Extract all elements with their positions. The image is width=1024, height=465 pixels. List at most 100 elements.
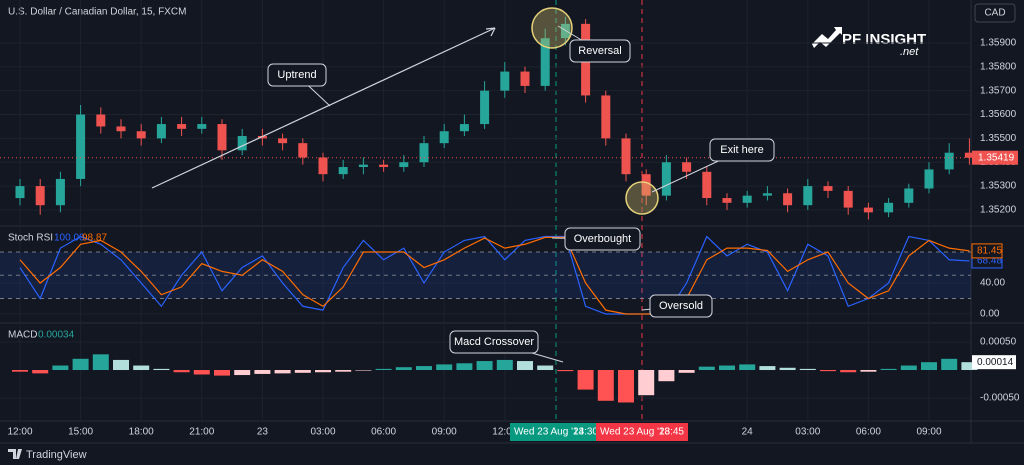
histogram-bar bbox=[193, 370, 210, 375]
footer-icon bbox=[8, 449, 22, 459]
y-tick-label: -0.00050 bbox=[980, 393, 1020, 404]
candle-body bbox=[358, 164, 368, 168]
histogram-bar bbox=[921, 362, 937, 371]
currency-button[interactable] bbox=[974, 3, 1016, 23]
histogram-bar bbox=[900, 365, 917, 371]
time-badge bbox=[510, 423, 602, 441]
histogram-bar bbox=[456, 363, 473, 371]
callout-box bbox=[709, 138, 775, 162]
histogram-bar bbox=[698, 366, 715, 371]
candle-body bbox=[197, 124, 207, 129]
histogram-bar bbox=[577, 370, 594, 390]
currency-label[interactable]: CAD bbox=[984, 8, 1005, 19]
logo-text: PF INSIGHT bbox=[842, 31, 926, 48]
histogram-bar bbox=[153, 368, 170, 371]
histogram-bar bbox=[678, 370, 695, 373]
y-tick-label: 1.35300 bbox=[980, 181, 1017, 192]
histogram-bar bbox=[658, 370, 675, 382]
histogram-bar bbox=[618, 370, 634, 403]
x-tick-label: 18:00 bbox=[129, 427, 154, 438]
stoch-line bbox=[19, 236, 970, 315]
x-tick-label: 09:00 bbox=[432, 427, 457, 438]
histogram-bar bbox=[113, 359, 129, 371]
callout-text: Oversold bbox=[659, 300, 703, 312]
footer: TradingView bbox=[8, 449, 87, 461]
histogram-bar bbox=[375, 368, 392, 371]
histogram-bar bbox=[961, 362, 978, 371]
x-tick-label: 23 bbox=[257, 427, 269, 438]
candle-body bbox=[116, 126, 126, 132]
candle-body bbox=[338, 167, 348, 175]
callout-text: Uptrend bbox=[277, 69, 316, 81]
histogram-bar bbox=[557, 370, 574, 372]
histogram-bar bbox=[941, 358, 958, 371]
callout-text: Exit here bbox=[720, 144, 763, 156]
histogram-bar bbox=[719, 365, 735, 371]
y-tick-label: 40.00 bbox=[980, 278, 1005, 289]
callout-box bbox=[267, 63, 327, 87]
last-price-label: 1.35419 bbox=[978, 152, 1015, 163]
candle-body bbox=[843, 190, 853, 208]
histogram-bar bbox=[254, 370, 271, 374]
candle-body bbox=[863, 207, 873, 213]
candle-body bbox=[76, 114, 86, 179]
y-tick-label: 1.35600 bbox=[980, 109, 1017, 120]
candle-body bbox=[823, 186, 833, 191]
histogram-bar bbox=[739, 364, 756, 371]
candle-body bbox=[237, 136, 247, 151]
candle-body bbox=[15, 186, 25, 199]
stoch-line bbox=[19, 235, 970, 315]
x-tick-label: 06:00 bbox=[856, 427, 881, 438]
histogram-bar bbox=[840, 370, 857, 373]
callout-text: Reversal bbox=[578, 45, 621, 57]
histogram-bar bbox=[274, 370, 291, 374]
histogram-bar bbox=[32, 370, 49, 374]
footer-text: TradingView bbox=[26, 449, 87, 461]
callout-box bbox=[449, 330, 539, 354]
histogram-bar bbox=[355, 370, 372, 371]
candle-body bbox=[641, 174, 651, 196]
x-tick-label: 09:00 bbox=[916, 427, 941, 438]
candle-body bbox=[601, 95, 611, 139]
candle-body bbox=[298, 143, 308, 158]
time-badge-time: 14:30 bbox=[573, 427, 598, 438]
x-tick-label: 21:00 bbox=[189, 427, 214, 438]
x-tick-label: 24 bbox=[742, 427, 754, 438]
candle-body bbox=[944, 152, 954, 170]
histogram-bar bbox=[395, 367, 412, 371]
candle-body bbox=[55, 178, 65, 206]
candle-body bbox=[177, 124, 187, 129]
last-price-badge bbox=[972, 150, 1018, 165]
y-tick-label: 1.35700 bbox=[980, 85, 1017, 96]
histogram-bar bbox=[133, 365, 150, 371]
callout-box bbox=[564, 227, 641, 251]
histogram-bar bbox=[597, 370, 614, 401]
histogram-bar bbox=[860, 370, 877, 372]
candle-body bbox=[278, 138, 288, 144]
trend-arrow bbox=[485, 27, 496, 37]
x-tick-label: 06:00 bbox=[371, 427, 396, 438]
last-value-label: 0.00014 bbox=[977, 357, 1014, 368]
indicator-value: 0.00034 bbox=[38, 330, 75, 341]
x-tick-label: 12:00 bbox=[7, 427, 32, 438]
last-value-badge bbox=[971, 243, 1003, 259]
histogram-bar bbox=[779, 367, 796, 371]
histogram-bar bbox=[416, 366, 432, 371]
time-badge-time: 18:45 bbox=[659, 427, 684, 438]
histogram-bar bbox=[234, 370, 251, 376]
candle-body bbox=[399, 162, 409, 168]
histogram-bar bbox=[294, 370, 311, 373]
histogram-bar bbox=[92, 354, 109, 371]
candle-body bbox=[722, 198, 732, 203]
y-tick-label: 1.35500 bbox=[980, 133, 1017, 144]
histogram-bar bbox=[759, 366, 776, 371]
callout-text: Macd Crossover bbox=[454, 336, 534, 348]
candle-body bbox=[661, 162, 671, 196]
y-tick-label: 0.00050 bbox=[980, 337, 1017, 348]
histogram-bar bbox=[517, 361, 533, 371]
trend-line bbox=[151, 27, 496, 189]
candle-body bbox=[500, 71, 510, 91]
y-tick-label: 1.35200 bbox=[980, 205, 1017, 216]
candle-body bbox=[560, 23, 570, 39]
candle-body bbox=[480, 90, 490, 125]
